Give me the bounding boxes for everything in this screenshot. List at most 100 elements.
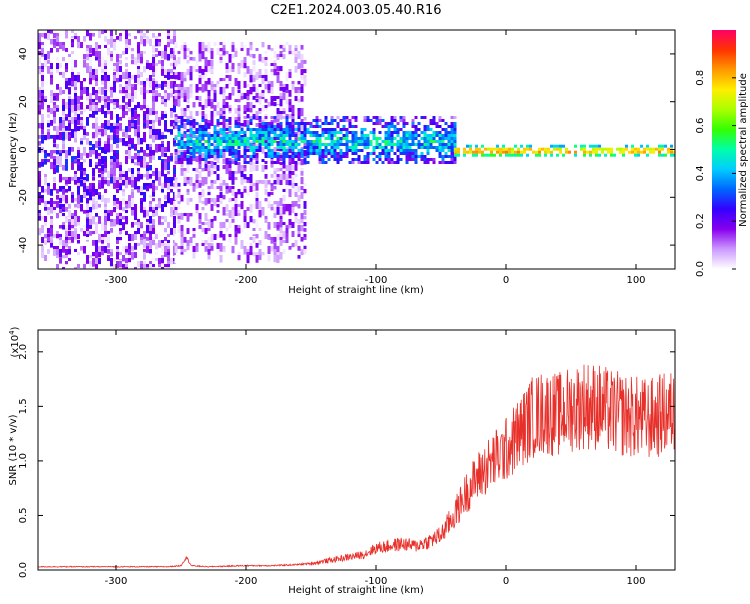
heatmap-cell (240, 150, 244, 155)
heatmap-cell (44, 135, 47, 141)
heatmap-cell (207, 171, 211, 177)
heatmap-cell (86, 30, 89, 37)
heatmap-cell (225, 102, 229, 109)
heatmap-cell (252, 87, 256, 92)
heatmap-cell (213, 105, 217, 112)
heatmap-cell (315, 152, 319, 155)
heatmap-cell (432, 122, 436, 125)
heatmap-cell (38, 141, 41, 146)
heatmap-cell (261, 42, 265, 48)
heatmap-cell (279, 213, 283, 219)
heatmap-cell (92, 105, 95, 112)
heatmap-cell (423, 146, 427, 149)
heatmap-cell (71, 57, 74, 66)
heatmap-cell (146, 258, 149, 262)
heatmap-cell (300, 140, 304, 143)
heatmap-cell (255, 255, 259, 263)
heatmap-cell (207, 132, 211, 136)
heatmap-cell (243, 134, 247, 137)
heatmap-cell (417, 155, 421, 158)
heatmap-cell (131, 207, 134, 212)
heatmap-cell (140, 174, 143, 180)
heatmap-cell (535, 150, 538, 154)
heatmap-cell (213, 84, 217, 88)
heatmap-cell (270, 69, 274, 75)
heatmap-cell (119, 123, 122, 131)
heatmap-cell (131, 252, 134, 260)
heatmap-cell (41, 69, 44, 75)
heatmap-cell (131, 144, 134, 149)
heatmap-cell (161, 81, 164, 90)
heatmap-cell (186, 137, 190, 140)
heatmap-cell (303, 168, 307, 172)
heatmap-cell (62, 45, 65, 51)
heatmap-cell (234, 153, 238, 160)
heatmap-cell (414, 161, 418, 164)
heatmap-cell (312, 140, 316, 143)
heatmap-cell (342, 134, 346, 137)
heatmap-cell (315, 122, 319, 125)
heatmap-cell (291, 161, 295, 164)
heatmap-cell (297, 128, 301, 131)
heatmap-cell (183, 177, 187, 186)
heatmap-cell (270, 240, 274, 244)
heatmap-cell (116, 201, 119, 205)
heatmap-cell (258, 143, 262, 146)
heatmap-cell (453, 125, 457, 128)
heatmap-cell (402, 149, 406, 152)
heatmap-cell (273, 69, 277, 76)
heatmap-cell (155, 66, 158, 75)
heatmap-cell (131, 234, 134, 242)
heatmap-cell (89, 114, 92, 118)
heatmap-cell (74, 159, 77, 163)
snr-series-line (38, 364, 675, 568)
heatmap-cell (131, 198, 134, 207)
heatmap-cell (249, 255, 253, 262)
heatmap-cell (273, 186, 277, 190)
heatmap-cell (303, 48, 307, 52)
heatmap-cell (408, 158, 412, 161)
heatmap-cell (270, 237, 274, 242)
heatmap-cell (41, 42, 44, 48)
heatmap-cell (423, 134, 427, 137)
heatmap-cell (484, 153, 487, 157)
heatmap-cell (189, 116, 193, 119)
heatmap-cell (264, 146, 268, 149)
heatmap-cell (149, 207, 152, 212)
heatmap-cell (237, 155, 241, 158)
heatmap-cell (285, 216, 289, 224)
heatmap-cell (170, 93, 173, 98)
heatmap-cell (237, 165, 241, 174)
heatmap-cell (589, 144, 592, 148)
heatmap-cell (258, 54, 262, 62)
heatmap-cell (243, 72, 247, 78)
heatmap-cell (113, 201, 116, 206)
heatmap-cell (80, 90, 83, 97)
heatmap-cell (74, 171, 77, 177)
heatmap-cell (210, 246, 214, 251)
heatmap-cell (520, 150, 523, 154)
heatmap-cell (360, 131, 364, 134)
heatmap-cell (131, 60, 134, 65)
heatmap-cell (348, 122, 352, 125)
heatmap-cell (104, 216, 107, 223)
heatmap-cell (237, 111, 241, 117)
heatmap-cell (113, 129, 116, 137)
heatmap-cell (234, 204, 238, 213)
heatmap-cell (164, 87, 167, 92)
heatmap-cell (276, 137, 280, 140)
heatmap-cell (270, 81, 274, 90)
heatmap-cell (95, 246, 98, 253)
heatmap-cell (291, 243, 295, 248)
heatmap-cell (143, 150, 146, 157)
heatmap-cell (186, 228, 190, 235)
heatmap-cell (228, 93, 232, 100)
heatmap-cell (288, 137, 292, 140)
heatmap-cell (297, 129, 301, 134)
heatmap-cell (68, 225, 71, 231)
heatmap-cell (59, 174, 62, 183)
heatmap-cell (50, 267, 53, 269)
heatmap-cell (164, 174, 167, 182)
heatmap-cell (255, 60, 259, 67)
heatmap-cell (143, 39, 146, 47)
